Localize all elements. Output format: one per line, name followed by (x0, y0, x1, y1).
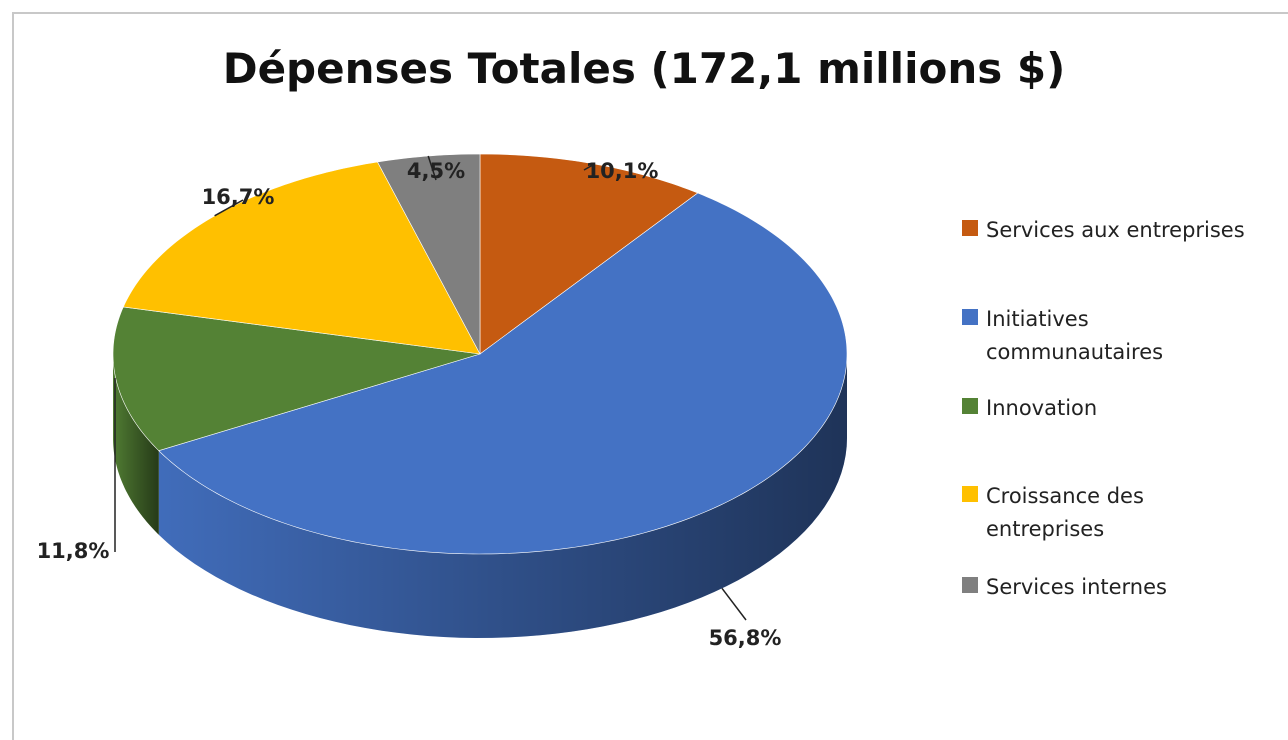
legend-item-0: Services aux entreprises (962, 214, 1286, 247)
legend-label-2: Innovation (986, 396, 1098, 420)
legend-item-2: Innovation (962, 392, 1286, 425)
legend-swatch-0 (962, 220, 978, 236)
pie-slices (112, 153, 848, 555)
leader-line-4 (427, 155, 437, 181)
leader-lines (114, 155, 747, 621)
legend-swatch-2 (962, 398, 978, 414)
legend-label-3: Croissance des entreprises (986, 484, 1144, 541)
chart-title: Dépenses Totales (172,1 millions $) (222, 44, 1066, 93)
legend-item-3: Croissance des entreprises (962, 480, 1186, 546)
pie-sides (113, 354, 847, 638)
legend-swatch-1 (962, 309, 978, 325)
legend-label-4: Services internes (986, 575, 1167, 599)
leader-line-1 (721, 587, 747, 621)
legend-swatch-3 (962, 486, 978, 502)
legend-label-1: Initiatives communautaires (986, 307, 1164, 364)
legend-item-4: Services internes (962, 571, 1286, 604)
pie-slice-2 (112, 306, 481, 452)
legend-swatch-4 (962, 577, 978, 593)
leader-line-3 (214, 199, 244, 217)
pie-slice-0 (479, 153, 699, 355)
data-label-1: 56,8% (709, 626, 782, 650)
data-label-0: 10,1% (586, 159, 659, 183)
data-labels: 10,1% 56,8% 11,8% 16,7% 4,5% (37, 159, 782, 650)
data-label-2: 11,8% (37, 539, 110, 563)
pie-side-shade-2 (113, 354, 159, 535)
leader-line-0 (583, 163, 595, 171)
data-label-4: 4,5% (407, 159, 465, 183)
pie-slice-1 (158, 192, 848, 555)
legend-label-0: Services aux entreprises (986, 218, 1245, 242)
pie-side-shade-1 (158, 354, 847, 638)
legend-item-1: Initiatives communautaires (962, 303, 1186, 369)
data-label-3: 16,7% (202, 185, 275, 209)
